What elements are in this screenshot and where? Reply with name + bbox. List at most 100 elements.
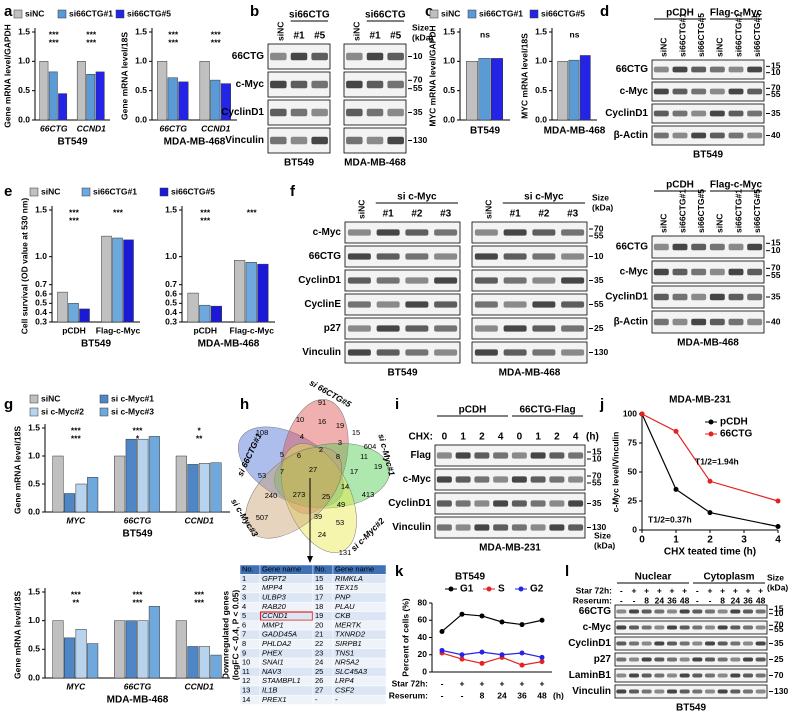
legend-label: siNC [25,8,44,18]
table-text: 3 [242,593,246,602]
y-tick-label: 1.0 [28,450,40,460]
band [455,452,471,459]
table-text: 17 [315,593,323,602]
band [755,641,766,646]
lane-label: + [720,585,725,595]
legend-swatch [57,9,67,19]
lane-group: Cytoplasm [703,572,754,583]
table-text: 13 [242,686,250,695]
lane-label: - [633,595,636,605]
row-label: Vinculin [572,686,611,697]
legend-swatch [29,407,39,417]
band [405,253,429,260]
blot-strip [434,492,586,515]
band [742,609,754,614]
significance: *** [86,37,97,47]
table-text: No. [242,565,254,574]
bar [75,629,87,679]
venn-count: 19 [336,421,344,430]
bar [257,263,269,323]
significance: *** [194,597,205,607]
y-tick-label: 75 [628,437,638,447]
bar [75,483,87,513]
bar [48,71,58,121]
significance: *** [71,433,82,443]
table-text: TNS1 [335,648,354,657]
bar [52,620,64,679]
blot-strip [614,604,768,619]
table-text: MMP1 [262,620,284,629]
band [679,689,690,694]
row-label: 66CTG [232,51,264,62]
y-tick-label: 0.5 [535,85,547,95]
size-label: 70 [771,263,781,273]
y-tick-label: 1.0 [35,251,47,261]
band [730,641,741,646]
lane-label: 4 [573,432,579,443]
lane-label: + [758,585,763,595]
point [499,619,505,625]
point [459,611,465,617]
x-tick-label: pCDH [193,325,217,335]
x-tick-label: MYC [66,515,86,525]
annotation: T1/2=0.37h [648,514,692,524]
band [346,136,363,145]
legend-label: siNC [441,8,460,18]
band [474,301,498,308]
lane-label: - [709,595,712,605]
lane-group: Nuclear [635,572,672,583]
band [532,229,556,236]
band [493,500,509,507]
band [654,657,665,662]
band [728,293,744,301]
y-tick-label: 0.4 [35,307,47,317]
band [347,301,371,308]
table-text: ULBP3 [262,593,287,602]
band [503,301,527,308]
cell-line: MDA-MB-468 [677,338,739,349]
band [405,349,429,356]
panel-letter: l [565,563,569,580]
lane-label: 36 [743,595,753,605]
band [641,673,652,678]
bar [175,620,187,679]
venn-count: 49 [337,500,345,509]
table-text: 2 [242,583,246,592]
venn-count: 25 [322,492,330,501]
point [775,524,781,530]
band [691,318,707,326]
significance: ns [480,29,490,39]
band [679,673,690,678]
band [653,110,669,117]
band [692,689,703,694]
size-label: 10 [771,67,781,77]
blot-strip [614,684,768,699]
bar [478,58,491,121]
y-tick-label: 0.5 [135,85,147,95]
band [616,657,627,662]
band [728,66,744,73]
size-label: 55 [774,624,784,634]
legend-marker [448,586,454,592]
band [672,66,688,73]
legend-label: si66CTG#5 [541,8,585,18]
row-label: Vinculin [225,135,264,146]
table-text: 24 [315,658,323,667]
row-label: LaminB1 [569,670,612,681]
size-label: 35 [413,107,423,117]
band [755,625,766,630]
size-title: (kDa) [412,32,433,42]
table-text: 6 [242,620,246,629]
legend-marker [486,586,492,592]
point [459,656,465,662]
bar [137,620,149,679]
bar [148,436,160,513]
venn-count: 4 [300,432,304,441]
lane-prefix: CHX: [409,432,433,443]
table-text: 10 [242,658,250,667]
band [493,524,509,531]
band [654,689,665,694]
x-unit: (h) [553,690,564,700]
legend-swatch [115,9,125,19]
y-axis-label: Gene mRNA level/18S [12,426,22,514]
